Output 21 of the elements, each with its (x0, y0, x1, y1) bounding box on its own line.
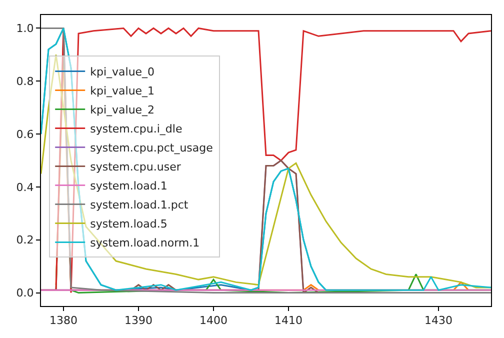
x-tick-label: 1430 (424, 314, 452, 328)
legend-label: kpi_value_2 (90, 104, 155, 117)
x-tick-label: 1400 (200, 314, 228, 328)
y-tick-label: 0.2 (16, 234, 34, 247)
legend-label: system.cpu.i_dle (90, 122, 182, 136)
legend-label: system.cpu.pct_usage (90, 142, 214, 155)
y-tick-label: 0.6 (16, 128, 34, 141)
legend-label: kpi_value_0 (90, 66, 155, 79)
x-tick-label: 1410 (274, 314, 302, 328)
y-tick-label: 0.4 (16, 180, 34, 194)
legend-label: kpi_value_1 (90, 84, 155, 98)
y-tick-label: 0.8 (16, 74, 34, 88)
legend-label: system.load.1.pct (90, 198, 189, 212)
legend-label: system.load.5 (90, 218, 168, 231)
legend-label: system.cpu.user (90, 160, 182, 174)
y-tick-label: 0.0 (16, 286, 34, 300)
legend-label: system.load.norm.1 (90, 236, 200, 250)
x-tick-label: 1390 (124, 314, 152, 328)
y-tick-label: 1.0 (16, 22, 34, 36)
x-tick-label: 1380 (50, 314, 78, 328)
legend-label: system.load.1 (90, 180, 168, 193)
